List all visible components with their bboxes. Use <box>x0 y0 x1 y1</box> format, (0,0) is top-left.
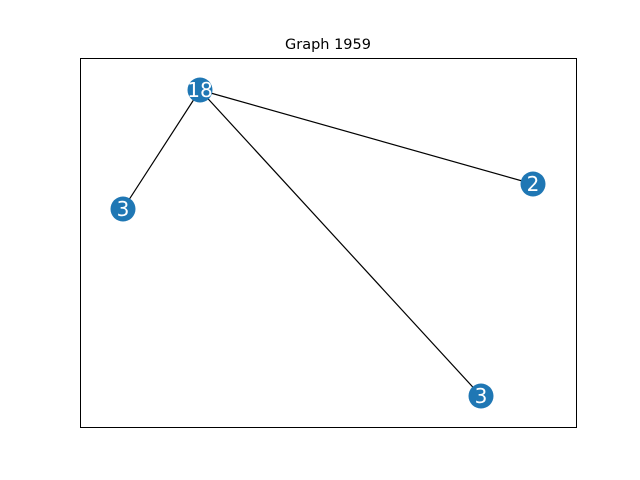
graph-node: 3 <box>468 383 494 409</box>
graph-node-circle <box>468 383 494 409</box>
graph-edge <box>122 89 201 210</box>
graph-node: 2 <box>520 171 546 197</box>
graph-node-label: 3 <box>117 197 130 221</box>
graph-node-circle <box>110 196 136 222</box>
graph-edge <box>199 89 534 185</box>
graph-node-circle <box>187 77 213 103</box>
graph-title: Graph 1959 <box>285 37 371 53</box>
nodes-layer: 18 3 2 3 <box>110 77 546 409</box>
plot-frame <box>80 58 577 428</box>
graph-edge <box>199 89 482 397</box>
graph-node-label: 3 <box>475 384 488 408</box>
graph-node: 18 <box>187 77 213 103</box>
graph-node-circle <box>520 171 546 197</box>
graph-node-label: 2 <box>527 172 540 196</box>
graph-node: 3 <box>110 196 136 222</box>
graph-node-label: 18 <box>187 78 212 102</box>
edges-layer <box>122 89 534 397</box>
